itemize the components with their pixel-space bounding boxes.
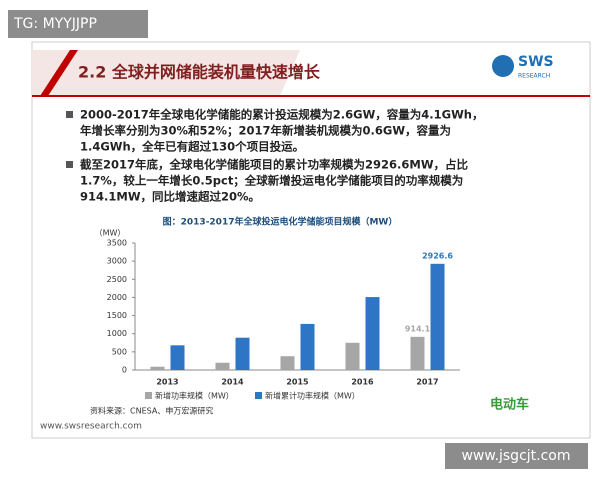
bullets: 2000-2017年全球电化学储能的累计投运规模为2.6GW，容量为4.1GWh… — [66, 108, 483, 204]
footer: www.swsresearch.com — [40, 422, 142, 432]
watermark-box — [445, 443, 588, 469]
y-tick-label: 500 — [112, 347, 127, 356]
bullet-text: 2000-2017年全球电化学储能的累计投运规模为2.6GW，容量为4.1GWh… — [80, 108, 483, 122]
y-axis-label: （MW） — [95, 229, 126, 238]
x-tick-label: 2016 — [351, 378, 374, 387]
x-tick-label: 2017 — [416, 378, 438, 387]
bar — [215, 362, 230, 370]
legend-label: 新增累计功率规模（MW） — [265, 391, 360, 401]
y-tick-label: 2000 — [107, 293, 127, 302]
y-tick-label: 1000 — [107, 329, 127, 338]
x-tick-label: 2014 — [221, 378, 244, 387]
bar — [300, 323, 315, 370]
logo-sub: RESEARCH — [518, 73, 550, 80]
y-tick-label: 3500 — [107, 239, 127, 248]
watermark-bottom: www.jsgcjt.com — [461, 448, 570, 464]
y-tick-label: 1500 — [107, 311, 127, 320]
watermark-box — [8, 10, 148, 38]
bullet-text: 截至2017年底，全球电化学储能项目的累计功率规模为2926.6MW，占比 — [80, 158, 469, 172]
data-label: 914.1 — [405, 324, 431, 333]
x-tick-label: 2013 — [156, 378, 178, 387]
chart-title: 图：2013-2017年全球投运电化学储能项目规模（MW） — [163, 216, 398, 228]
x-tick-label: 2015 — [286, 378, 309, 387]
bar — [235, 337, 250, 370]
bullet-text: 1.7%，较上一年增长0.5pct；全球新增投运电化学储能项目的功率规模为 — [80, 174, 463, 188]
legend-swatch — [145, 392, 152, 399]
header-accent — [40, 50, 78, 96]
bullet-marker — [66, 111, 73, 118]
y-tick-label: 3000 — [107, 257, 127, 266]
bar — [410, 336, 425, 370]
header-title: 2.2 全球并网储能装机量快速增长 — [78, 63, 321, 82]
bar — [345, 342, 360, 370]
bullet-text: 年增长率分别为30%和52%；2017年新增装机规模为0.6GW，容量为 — [80, 124, 451, 138]
legend-label: 新增功率规模（MW） — [155, 391, 234, 401]
bar — [430, 263, 445, 370]
y-tick-label: 2500 — [107, 275, 127, 284]
bullet-text: 1.4GWh，全年已有超过130个项目投运。 — [80, 140, 304, 154]
bar — [365, 297, 380, 370]
bar — [150, 366, 165, 370]
header-band — [32, 50, 300, 96]
legend-swatch — [255, 392, 262, 399]
bullet-text: 914.1MW，同比增速超过20%。 — [80, 190, 260, 204]
logo: SWS — [518, 54, 554, 70]
y-tick-label: 0 — [122, 366, 127, 375]
chart-source: 资料来源：CNESA、申万宏源研究 — [90, 406, 213, 416]
bullet-marker — [66, 161, 73, 168]
bar — [280, 356, 295, 370]
logo-icon — [492, 55, 514, 77]
corner-logo: 电动车 — [490, 397, 529, 413]
watermark-top: TG: MYYJJPP — [13, 16, 97, 32]
slide — [31, 41, 591, 439]
chart: 图：2013-2017年全球投运电化学储能项目规模（MW） （MW） 0 500 100… — [90, 216, 460, 416]
bar — [170, 345, 185, 370]
data-label: 2926.6 — [422, 251, 453, 260]
